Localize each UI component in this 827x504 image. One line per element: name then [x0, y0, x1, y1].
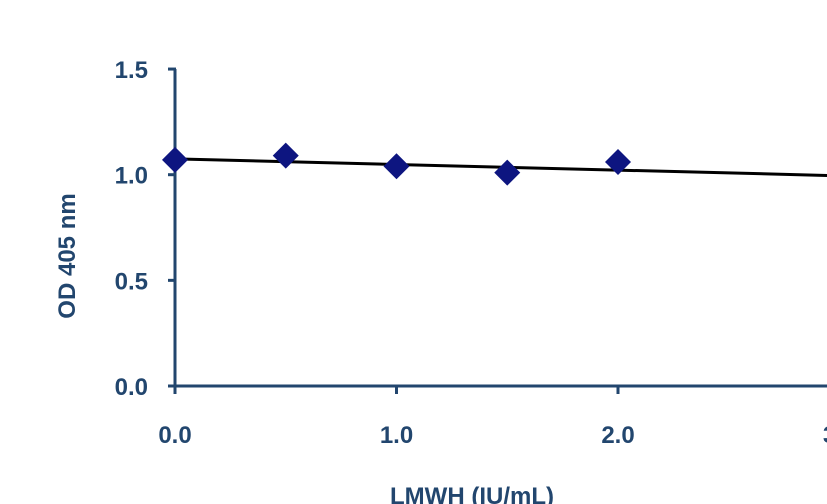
y-tick-label: 1.5	[115, 57, 148, 84]
y-axis-title: OD 405 nm	[54, 193, 81, 318]
y-ticks: 0.0 0.5 1.0 1.5	[115, 57, 176, 401]
data-points	[162, 142, 631, 186]
data-point	[162, 146, 188, 173]
x-tick-label: 0.0	[158, 422, 191, 449]
data-point	[494, 159, 521, 186]
data-point	[605, 149, 631, 176]
data-point	[272, 142, 299, 169]
y-tick-label: 0.5	[115, 268, 148, 295]
x-tick-label: 2.0	[601, 422, 634, 449]
x-tick-label: 3.0	[823, 422, 827, 449]
x-tick-label: 1.0	[380, 422, 413, 449]
y-tick-label: 0.0	[115, 374, 148, 401]
plot-area: 0.0 0.5 1.0 1.5 0.0 1.0 2.0 3.0	[115, 57, 827, 449]
data-point	[383, 153, 410, 180]
y-tick-label: 1.0	[115, 163, 148, 190]
x-ticks: 0.0 1.0 2.0 3.0	[158, 385, 827, 449]
x-axis-title: LMWH (IU/mL)	[390, 483, 554, 504]
